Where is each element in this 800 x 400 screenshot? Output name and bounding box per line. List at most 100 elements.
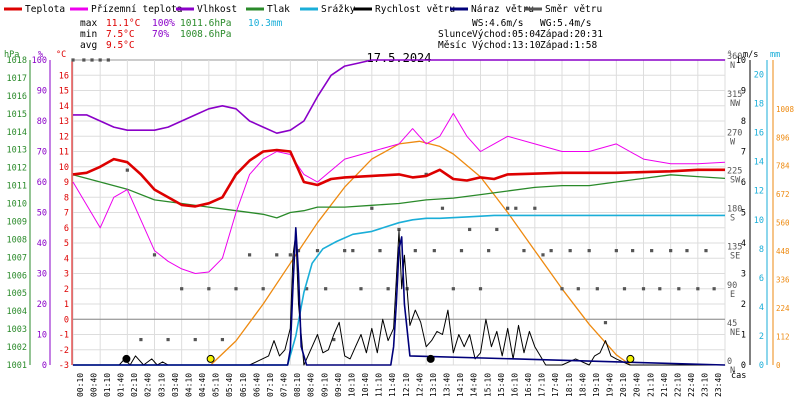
tick-label-mm: 12 (754, 187, 764, 197)
wind-direction-point (82, 58, 86, 62)
sun-rise: Východ:05:04 (472, 29, 541, 40)
wind-direction-point (603, 321, 608, 325)
tick-label-x: 10:40 (361, 373, 370, 397)
tick-label-temp: -2 (59, 346, 69, 356)
tick-label-dir-name: SW (730, 175, 741, 185)
tick-label-x: 19:10 (592, 373, 601, 397)
tick-label-temp: -1 (59, 331, 69, 341)
wind-direction-point (386, 287, 390, 291)
tick-label-wm2: 672 (776, 190, 790, 199)
tick-label-x: 01:40 (117, 373, 126, 397)
tick-label-x: 06:40 (252, 373, 261, 397)
tick-label-temp: 6 (64, 224, 69, 234)
tick-label-x: 03:40 (171, 373, 180, 397)
tick-label-x: 18:40 (578, 373, 587, 397)
tick-label-temp: 14 (59, 102, 69, 112)
legend-label: Tlak (267, 4, 290, 15)
tick-label-pct: 40 (37, 239, 47, 249)
tick-label-x: 16:40 (524, 373, 533, 397)
series-wind-direction (71, 58, 716, 342)
wind-direction-point (677, 287, 681, 291)
tick-label-temp: 2 (64, 285, 69, 295)
tick-label-wm2: 1008 (776, 105, 795, 114)
wind-direction-point (90, 58, 94, 62)
moon-set: Západ:1:58 (540, 40, 597, 51)
tick-label-wm2: 336 (776, 276, 790, 285)
stats-max-hum: 100% (152, 18, 175, 29)
moon-label: Měsíc (438, 40, 467, 51)
tick-label-x: 21:10 (646, 373, 655, 397)
tick-label-x: 21:40 (660, 373, 669, 397)
tick-label-x: 08:10 (293, 373, 302, 397)
wind-direction-point (220, 337, 225, 342)
tick-label-pct: 50 (37, 209, 47, 219)
tick-label-x: 05:40 (225, 373, 234, 397)
stats-min-temp: 7.5°C (106, 29, 135, 40)
tick-label-temp: 10 (59, 163, 69, 173)
wind-speed-info: WS:4.6m/s (472, 18, 523, 29)
wind-direction-point (424, 172, 428, 176)
tick-label-x: 15:10 (483, 373, 492, 397)
tick-label-temp: 5 (64, 239, 69, 249)
wind-direction-point (658, 287, 662, 291)
tick-label-x: 00:40 (89, 373, 98, 397)
tick-label-hpa: 1016 (7, 92, 27, 102)
wind-direction-point (641, 287, 646, 291)
stats-max-rain: 10.3mm (248, 18, 283, 29)
tick-label-temp: 13 (59, 117, 69, 127)
tick-label-x: 13:10 (429, 373, 438, 397)
legend-label: Přízemní teplota (91, 4, 183, 15)
wind-direction-point (650, 249, 654, 253)
wind-direction-point (359, 287, 363, 291)
tick-label-dir: 45 (727, 319, 737, 329)
series-line-temperature (72, 148, 725, 208)
info: WS:4.6m/s WG:5.4m/s Slunce Východ:05:04 Zápa… (438, 18, 603, 51)
tick-label-temp: 15 (59, 87, 69, 97)
tick-label-hpa: 1006 (7, 271, 27, 281)
tick-label-x: 18:10 (565, 373, 574, 397)
sunset-marker (626, 354, 635, 363)
wind-direction-point (576, 287, 580, 291)
tick-label-x: 17:10 (538, 373, 547, 397)
tick-label-dir: 90 (727, 281, 737, 291)
wind-direction-point (568, 249, 572, 253)
legend-label: Rychlost větru (375, 4, 455, 15)
tick-label-x: 05:10 (212, 373, 221, 397)
legend-label: Vlhkost (197, 4, 237, 15)
wind-direction-point (261, 287, 265, 291)
stats-min-press: 1008.6hPa (180, 29, 231, 40)
wind-direction-point (234, 287, 238, 291)
stats-min-label: min (80, 29, 97, 40)
tick-label-x: 23:10 (701, 373, 710, 397)
legend-entry: Tlak (246, 4, 290, 15)
tick-label-mm: 10 (754, 216, 764, 226)
axis-title-hpa: hPa (4, 50, 19, 60)
tick-label-hpa: 1005 (7, 289, 27, 299)
series-line-wind-speed (73, 230, 725, 366)
legend-label: Náraz větru (471, 4, 534, 15)
wind-direction-point (459, 249, 464, 253)
tick-label-hpa: 1008 (7, 235, 27, 245)
tick-label-dir-name: SE (730, 252, 740, 262)
tick-label-dir-name: N (730, 61, 735, 71)
wind-direction-point (139, 337, 143, 342)
wind-direction-point (343, 249, 347, 253)
tick-label-x: 00:10 (76, 373, 85, 397)
legend-entry: Směr větru (524, 4, 602, 15)
tick-label-wm2: 112 (776, 333, 790, 342)
tick-label-x: 08:40 (307, 373, 316, 397)
stats-avg-temp: 9.5°C (106, 40, 135, 51)
axis-title-x: čas (731, 370, 746, 381)
tick-label-pct: 90 (37, 87, 47, 97)
wind-direction-point (495, 227, 499, 232)
stats-max-label: max (80, 18, 97, 29)
tick-label-x: 20:40 (633, 373, 642, 397)
tick-label-mm: 16 (754, 129, 764, 139)
tick-label-dir: 180 (727, 205, 742, 215)
tick-label-x: 04:10 (184, 373, 193, 397)
tick-label-x: 20:10 (619, 373, 628, 397)
tick-label-wm2: 224 (776, 304, 790, 313)
legend-label: Teplota (25, 4, 65, 15)
axis-title-temp: °C (56, 50, 66, 60)
